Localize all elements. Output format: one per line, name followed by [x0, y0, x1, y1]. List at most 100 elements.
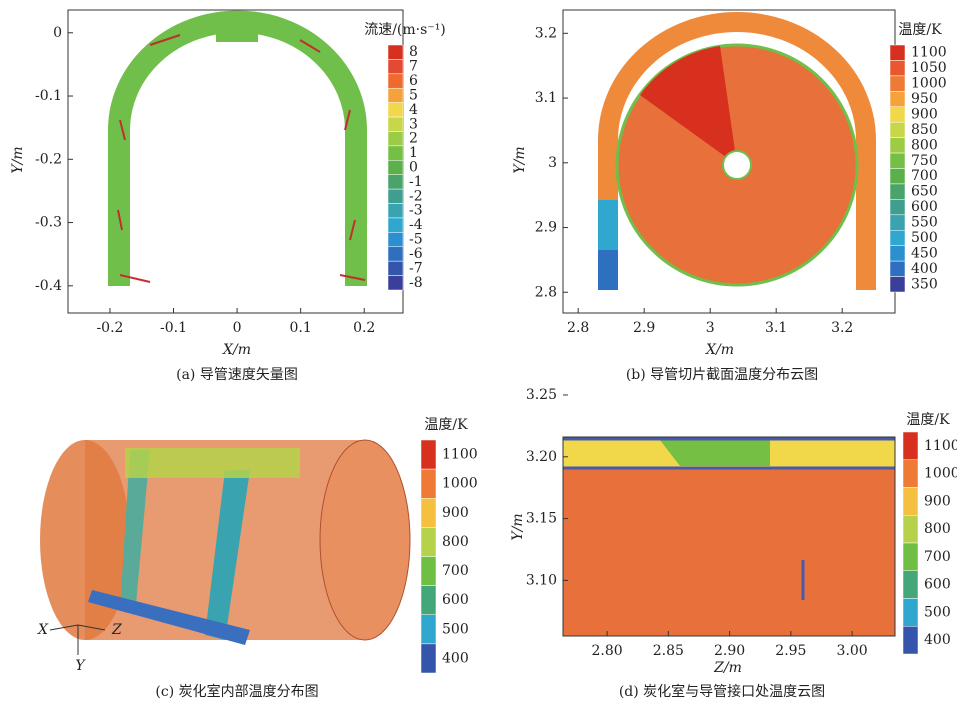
y-tick-label: 3.15	[526, 511, 557, 527]
colorbar-label: 500	[911, 230, 938, 246]
tube-top	[216, 22, 258, 42]
x-tick-label: 3	[706, 320, 715, 336]
colorbar-cell	[421, 644, 436, 673]
colorbar-cell	[890, 169, 905, 184]
x-tick-label: 2.85	[653, 643, 684, 659]
x-tick-label: 2.9	[633, 320, 655, 336]
y-tick-label: 2.8	[535, 284, 557, 300]
colorbar-label: 400	[911, 261, 938, 277]
cylinder-end	[40, 440, 130, 640]
colorbar-cell	[388, 247, 403, 261]
colorbar-cell	[421, 498, 436, 527]
page: -0.2-0.100.10.20-0.1-0.2-0.3-0.4X/mY/m流速…	[0, 0, 957, 707]
colorbar-cell	[903, 571, 918, 599]
colorbar-label: 900	[911, 106, 938, 122]
colorbar-cell	[388, 146, 403, 160]
y-axis-label: Y/m	[10, 146, 26, 173]
colorbar-cell	[890, 153, 905, 168]
colorbar-title: 温度/K	[424, 417, 468, 433]
colorbar-cell	[890, 184, 905, 199]
colorbar-cell	[388, 59, 403, 73]
x-axis-label: Z/m	[713, 660, 742, 676]
colorbar-label: 700	[911, 168, 938, 184]
colorbar-cell	[890, 122, 905, 137]
x-tick-label: 0.1	[290, 320, 312, 336]
colorbar-cell	[903, 432, 918, 460]
colorbar-cell	[388, 232, 403, 246]
y-tick-label: 3.10	[526, 572, 557, 588]
colorbar-label: 600	[911, 199, 938, 215]
colorbar-cell	[903, 599, 918, 627]
y-tick-label: -0.3	[35, 215, 62, 231]
colorbar-label: 1100	[911, 45, 947, 61]
y-tick-label: 3	[548, 155, 557, 171]
colorbar-cell	[890, 246, 905, 261]
x-tick-label: 2.8	[567, 320, 589, 336]
colorbar-cell	[890, 60, 905, 75]
colorbar-cell	[388, 189, 403, 203]
hole	[723, 151, 751, 179]
colorbar-cell	[421, 615, 436, 644]
colorbar-cell	[890, 277, 905, 292]
colorbar-label: 350	[911, 276, 938, 292]
colorbar-cell	[388, 175, 403, 189]
y-axis-label: Y/m	[512, 146, 528, 173]
colorbar-label: -8	[409, 275, 423, 291]
colorbar-cell	[421, 586, 436, 615]
colorbar-cell	[903, 488, 918, 516]
colorbar-label: 600	[924, 577, 951, 593]
caption: (a) 导管速度矢量图	[176, 367, 298, 383]
x-tick-label: -0.1	[160, 320, 187, 336]
duct	[125, 448, 300, 478]
y-tick-label: 3.20	[526, 449, 557, 465]
colorbar-label: 400	[924, 632, 951, 648]
colorbar-label: 500	[924, 604, 951, 620]
colorbar-label: 950	[911, 91, 938, 107]
colorbar-title: 温度/K	[898, 22, 942, 38]
x-axis-label: X/m	[705, 342, 734, 358]
colorbar-cell	[388, 261, 403, 275]
colorbar-cell	[388, 204, 403, 218]
colorbar-cell	[388, 103, 403, 117]
cylinder-end	[320, 440, 410, 640]
colorbar-cell	[890, 107, 905, 122]
x-tick-label: 3.1	[765, 320, 787, 336]
colorbar-cell	[890, 230, 905, 245]
colorbar-label: 800	[911, 137, 938, 153]
colorbar-label: 400	[442, 650, 469, 666]
colorbar-cell	[890, 76, 905, 91]
x-tick-label: 3.2	[831, 320, 853, 336]
y-tick-label: -0.4	[35, 278, 62, 294]
colorbar-cell	[388, 45, 403, 59]
colorbar-label: 750	[911, 153, 938, 169]
colorbar-cell	[890, 91, 905, 106]
colorbar-title: 温度/K	[906, 412, 950, 428]
colorbar-cell	[421, 557, 436, 586]
colorbar-label: 800	[924, 521, 951, 537]
x-tick-label: 2.95	[775, 643, 806, 659]
colorbar-label: 1000	[924, 466, 957, 482]
colorbar-cell	[388, 276, 403, 290]
colorbar-cell	[890, 215, 905, 230]
colorbar-cell	[388, 117, 403, 131]
y-tick-label: 2.9	[535, 220, 557, 236]
caption: (b) 导管切片截面温度分布云图	[626, 367, 818, 383]
colorbar-cell	[890, 261, 905, 276]
x-tick-label: -0.2	[96, 320, 123, 336]
colorbar-cell	[388, 88, 403, 102]
colorbar-cell	[388, 160, 403, 174]
colorbar-label: 700	[924, 549, 951, 565]
colorbar-cell	[890, 199, 905, 214]
colorbar-cell	[903, 460, 918, 488]
colorbar-cell	[890, 45, 905, 60]
y-tick-label: -0.2	[35, 151, 62, 167]
colorbar-label: 1000	[442, 476, 478, 492]
colorbar-label: 600	[442, 592, 469, 608]
colorbar-cell	[903, 543, 918, 571]
colorbar-label: 1100	[442, 447, 478, 463]
figure: -0.2-0.100.10.20-0.1-0.2-0.3-0.4X/mY/m流速…	[0, 0, 957, 707]
y-tick-label: 3.1	[535, 90, 557, 106]
axis-name: Z	[111, 622, 122, 638]
x-axis-label: X/m	[222, 342, 251, 358]
colorbar-label: 1000	[911, 76, 947, 92]
